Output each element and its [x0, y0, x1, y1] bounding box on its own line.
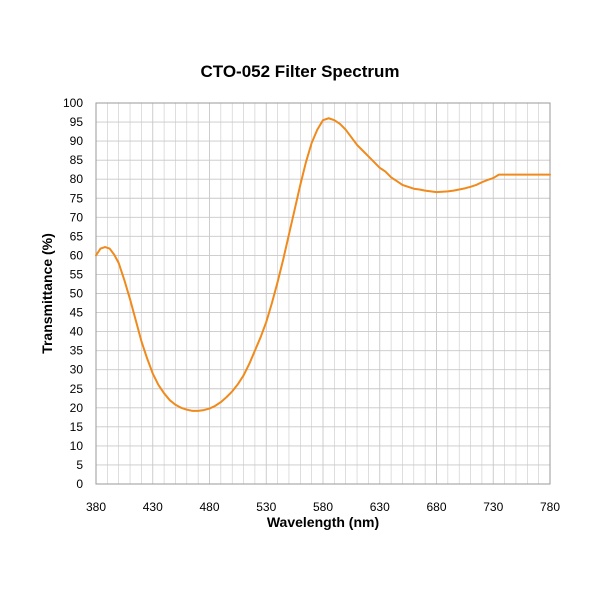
y-tick-label: 40	[70, 325, 84, 339]
y-tick-labels: 0 5 10 15 20 25 30 35 40 45 50 55 60 65 70 75 80 85 90 95 10…	[63, 96, 83, 491]
x-axis-title: Wavelength (nm)	[267, 514, 379, 530]
y-axis-title: Transmittance (%)	[39, 233, 55, 354]
x-tick-label: 380	[86, 500, 106, 514]
y-tick-label: 50	[70, 287, 84, 301]
x-tick-label: 530	[256, 500, 276, 514]
x-tick-label: 430	[143, 500, 163, 514]
y-tick-label: 55	[70, 267, 84, 281]
y-tick-label: 90	[70, 134, 84, 148]
x-tick-label: 730	[483, 500, 503, 514]
chart-title: CTO-052 Filter Spectrum	[200, 62, 400, 81]
y-tick-label: 30	[70, 363, 84, 377]
x-tick-labels: 380 430 480 530 580 630 680 730 780	[86, 500, 560, 514]
y-tick-label: 80	[70, 172, 84, 186]
y-tick-label: 70	[70, 210, 84, 224]
y-tick-label: 95	[70, 115, 84, 129]
grid-major	[95, 102, 551, 485]
y-tick-label: 5	[76, 458, 83, 472]
y-tick-label: 25	[70, 382, 84, 396]
y-tick-label: 65	[70, 229, 84, 243]
y-tick-label: 20	[70, 401, 84, 415]
plot-frame	[95, 102, 551, 485]
y-tick-label: 0	[76, 477, 83, 491]
y-tick-label: 60	[70, 248, 84, 262]
y-tick-label: 45	[70, 306, 84, 320]
y-tick-label: 75	[70, 191, 84, 205]
y-tick-label: 100	[63, 96, 83, 110]
x-tick-label: 580	[313, 500, 333, 514]
y-tick-label: 15	[70, 420, 84, 434]
y-tick-label: 35	[70, 344, 84, 358]
x-tick-label: 480	[199, 500, 219, 514]
x-tick-label: 680	[426, 500, 446, 514]
y-tick-label: 10	[70, 439, 84, 453]
x-tick-label: 780	[540, 500, 560, 514]
y-tick-label: 85	[70, 153, 84, 167]
series-line-transmittance	[95, 117, 551, 412]
x-tick-label: 630	[370, 500, 390, 514]
